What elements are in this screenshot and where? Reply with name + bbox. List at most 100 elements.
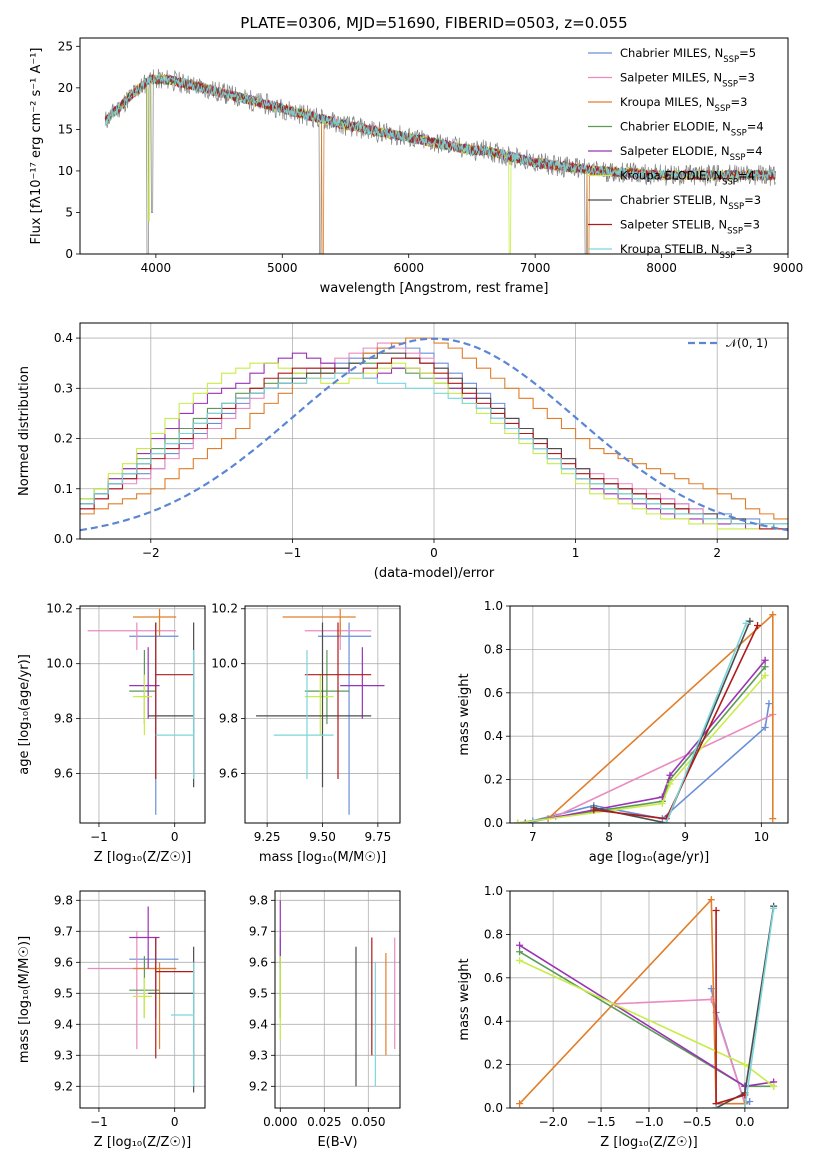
- x-tick-label: 4000: [141, 261, 172, 275]
- y-tick-label: 1.0: [484, 599, 503, 613]
- histogram-series: [80, 357, 788, 530]
- x-tick-label: 0.000: [263, 1115, 297, 1129]
- y-tick-label: 9.2: [54, 1079, 73, 1093]
- legend-entry: Kroupa STELIB, NSSP=3: [620, 242, 752, 261]
- y-tick-label: 9.7: [54, 924, 73, 938]
- x-tick-label: 8: [605, 830, 613, 844]
- y-tick-label: 9.8: [249, 893, 268, 907]
- x-tick-label: −1: [90, 1115, 108, 1129]
- y-tick-label: 9.8: [219, 712, 238, 726]
- y-tick-label: 9.4: [54, 1017, 73, 1031]
- weight-marker: [761, 656, 769, 664]
- residual-panel: −2 −1 0 1 2 0.0 0.1 0.2 0.3 0.4 (data-model)/error…: [17, 322, 789, 581]
- weight-marker: [707, 896, 715, 904]
- weight-line: [517, 674, 766, 823]
- error-bars: [279, 900, 396, 1087]
- axes-frame: [274, 890, 401, 1109]
- legend-entry: Chabrier MILES, NSSP=5: [620, 46, 756, 65]
- axes-frame: [79, 605, 206, 824]
- legend-entry: 𝒩(0, 1): [726, 336, 768, 350]
- weight-marker: [514, 819, 522, 823]
- legend-entry: Kroupa MILES, NSSP=3: [620, 95, 747, 114]
- y-tick-label: 0.0: [484, 816, 503, 830]
- weight-marker: [770, 1082, 778, 1090]
- chart-title: PLATE=0306, MJD=51690, FIBERID=0503, z=0…: [240, 14, 627, 32]
- y-axis-label: mass weight: [457, 673, 472, 755]
- y-tick-label: 9.4: [249, 1017, 268, 1031]
- y-tick-label: 10.0: [211, 657, 238, 671]
- weight-marker: [712, 1104, 720, 1108]
- age_vs_mass-panel: 9.25 9.50 9.75 9.6 9.8 10.0 10.2 mass [log₁₀(M/…: [211, 602, 401, 865]
- weight-line: [532, 623, 747, 823]
- weight-marker: [770, 904, 778, 912]
- weight-marker: [746, 1097, 754, 1105]
- spectrum-lines: [104, 68, 776, 254]
- mass_weight_vs_Z-panel: −2.0 −1.5 −1.0 −0.5 0.0 0.0 0.2 0.4 0.6 0.8 1.0 Z […: [457, 884, 789, 1150]
- weight-line: [716, 908, 775, 1108]
- weight-line: [519, 944, 774, 1088]
- weight-marker: [529, 819, 537, 823]
- weight-marker: [742, 619, 750, 627]
- y-tick-label: 0.1: [54, 482, 73, 496]
- y-tick-label: 0.4: [484, 729, 503, 743]
- weight-marker: [521, 819, 529, 823]
- weight-line: [715, 910, 746, 1105]
- weight-marker: [769, 815, 777, 823]
- y-tick-label: 5: [65, 205, 73, 219]
- weight-marker: [662, 819, 670, 823]
- weight-line: [519, 959, 775, 1087]
- x-tick-label: 0: [171, 1115, 179, 1129]
- y-tick-label: 9.8: [54, 712, 73, 726]
- x-tick-label: 7: [529, 830, 537, 844]
- x-tick-label: 9.25: [254, 830, 281, 844]
- legend-entry: Chabrier STELIB, NSSP=3: [620, 193, 761, 212]
- axes-frame: [244, 605, 401, 824]
- x-axis-label: mass [log₁₀(M/M☉)]: [259, 850, 386, 865]
- y-tick-label: 0.4: [484, 1014, 503, 1028]
- age_vs_Z-panel: −1 0 9.6 9.8 10.0 10.2 Z [log₁₀(Z/Z☉)] age [log…: [17, 602, 206, 865]
- mass_vs_Z-panel: −1 0 9.2 9.3 9.4 9.5 9.6 9.7 9.8 Z [log₁₀(Z/Z☉)] m…: [17, 890, 206, 1150]
- axes-frame: [79, 322, 789, 540]
- y-tick-label: 9.3: [54, 1048, 73, 1062]
- y-tick-label: 0.3: [54, 381, 73, 395]
- weight-line: [555, 713, 774, 818]
- x-tick-label: 10: [754, 830, 769, 844]
- x-tick-label: −1: [284, 546, 302, 560]
- weight-marker: [761, 663, 769, 671]
- y-tick-label: 10.0: [46, 657, 73, 671]
- y-axis-label: Flux [fλ10⁻¹⁷ erg cm⁻² s⁻¹ A⁻¹]: [29, 48, 44, 245]
- y-axis-label: Normed distribution: [17, 366, 32, 496]
- x-tick-label: 9.75: [364, 830, 391, 844]
- y-axis-label: mass weight: [457, 958, 472, 1040]
- y-axis-label: mass [log₁₀(M/M☉)]: [17, 936, 32, 1063]
- x-tick-label: −2.0: [539, 1115, 568, 1129]
- weight-marker: [754, 622, 762, 630]
- x-tick-label: 1: [572, 546, 580, 560]
- legend-entry: Salpeter STELIB, NSSP=3: [620, 218, 760, 237]
- weight-marker: [741, 1061, 749, 1069]
- weight-line: [593, 620, 751, 823]
- error-bars: [87, 608, 195, 815]
- weight-marker: [765, 700, 773, 708]
- y-tick-label: 0.0: [54, 532, 73, 546]
- weight-lines: [516, 896, 778, 1108]
- axes-frame: [509, 890, 789, 1109]
- y-tick-label: 0.2: [484, 773, 503, 787]
- x-tick-label: 8000: [646, 261, 677, 275]
- x-axis-label: wavelength [Angstrom, rest frame]: [320, 281, 549, 296]
- x-tick-label: −0.5: [682, 1115, 711, 1129]
- legend-entry: Salpeter ELODIE, NSSP=4: [620, 144, 763, 163]
- legend-entry: Chabrier ELODIE, NSSP=4: [620, 120, 764, 139]
- x-tick-label: 9000: [773, 261, 804, 275]
- y-tick-label: 20: [58, 81, 73, 95]
- histograms: [80, 337, 788, 532]
- weight-line: [517, 666, 766, 823]
- x-axis-label: Z [log₁₀(Z/Z☉)]: [94, 1135, 191, 1150]
- histogram-series: [80, 362, 788, 530]
- legend-entry: Salpeter MILES, NSSP=3: [620, 71, 755, 90]
- y-tick-label: 1.0: [484, 884, 503, 898]
- y-tick-label: 0.8: [484, 927, 503, 941]
- x-tick-label: 6000: [393, 261, 424, 275]
- y-tick-label: 0.2: [54, 432, 73, 446]
- axes-frame: [79, 890, 206, 1109]
